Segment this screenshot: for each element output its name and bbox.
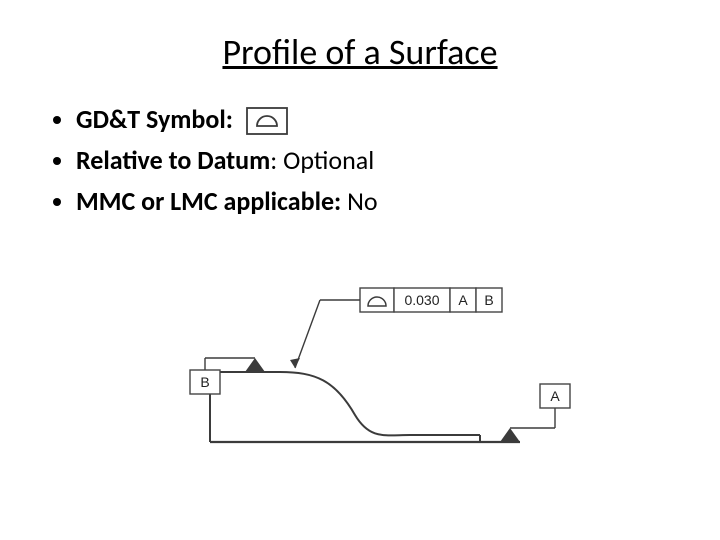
bullet-label: MMC or LMC applicable: xyxy=(76,185,341,217)
datum-a-label: A xyxy=(550,388,560,404)
page-title: Profile of a Surface xyxy=(40,30,680,74)
gdnt-diagram: 0.030 A B B xyxy=(160,280,590,480)
fcf-tolerance: 0.030 xyxy=(404,292,439,308)
fcf-datum-b: B xyxy=(484,292,493,308)
profile-surface-icon xyxy=(245,106,289,136)
bullet-value: No xyxy=(347,185,378,217)
bullet-label: Relative to Datum xyxy=(76,144,270,176)
bullet-mmc: MMC or LMC applicable: No xyxy=(76,184,680,219)
bullet-list: GD&T Symbol: Relative to Datum: Optional… xyxy=(40,102,680,219)
fcf-datum-a: A xyxy=(458,292,468,308)
datum-b: B xyxy=(190,358,265,394)
bullet-datum: Relative to Datum: Optional xyxy=(76,143,680,178)
datum-b-label: B xyxy=(200,374,209,390)
bullet-symbol: GD&T Symbol: xyxy=(76,102,680,137)
datum-a: A xyxy=(500,384,570,442)
bullet-value: Optional xyxy=(283,144,374,176)
fcf-frame: 0.030 A B xyxy=(360,288,502,312)
bullet-label: GD&T Symbol: xyxy=(76,103,233,135)
